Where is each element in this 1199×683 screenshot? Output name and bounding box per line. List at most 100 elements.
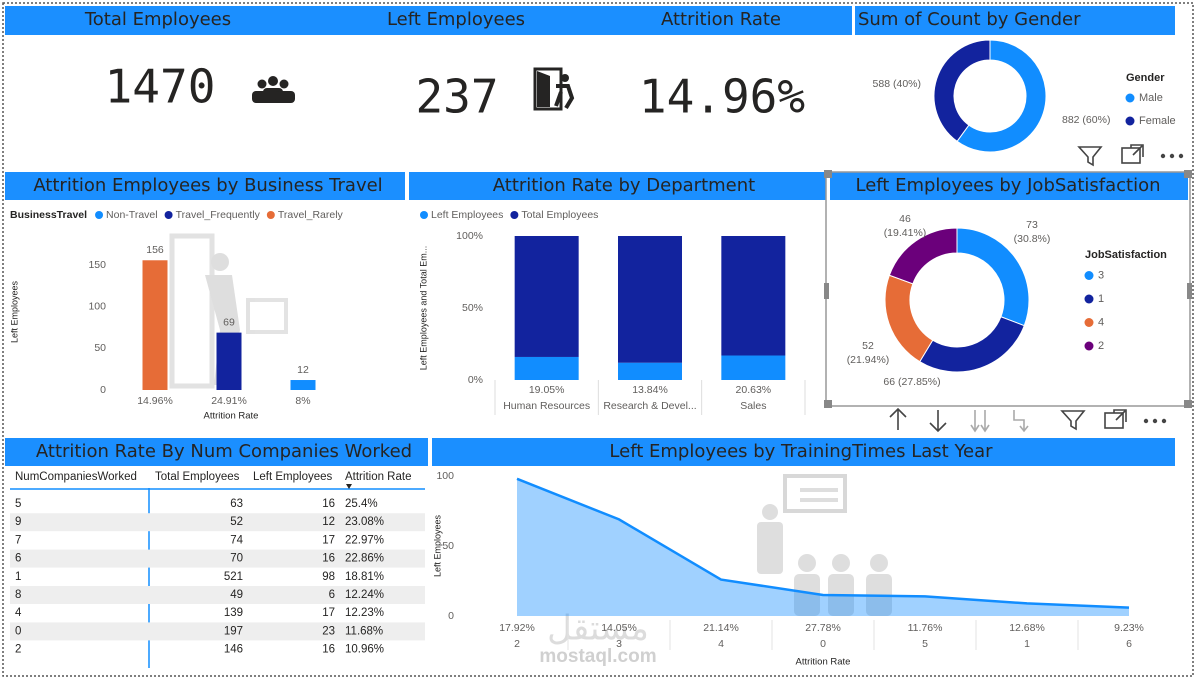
donut-slice — [933, 39, 991, 143]
legend-label: Travel_Frequently — [176, 209, 261, 221]
bar-segment — [618, 236, 682, 363]
x-tick-label: 5 — [922, 638, 928, 650]
chart-title: Left Employees by TrainingTimes Last Yea… — [609, 441, 993, 462]
table-cell: 197 — [224, 625, 243, 637]
table-header: Left Employees — [253, 471, 333, 483]
table-cell: 18.81% — [345, 571, 384, 583]
title-bar — [5, 172, 405, 200]
table-header: Attrition Rate — [345, 471, 411, 483]
legend-label: 4 — [1098, 316, 1104, 328]
data-label: 156 — [146, 244, 164, 256]
legend-marker — [1084, 318, 1094, 327]
bar-segment — [514, 356, 579, 380]
chart-title: Left Employees by JobSatisfaction — [855, 175, 1160, 196]
title-bar — [5, 6, 852, 35]
table-header: Total Employees — [155, 471, 240, 483]
legend-marker — [1084, 341, 1094, 351]
bar-segment — [618, 362, 682, 380]
x-axis-label: Attrition Rate — [796, 657, 851, 668]
legend-marker — [266, 211, 275, 219]
table-cell: 8 — [15, 589, 21, 601]
table-title: Attrition Rate By Num Companies Worked — [36, 441, 412, 462]
x-tick-label: 11.76% — [908, 622, 943, 634]
y-tick-label: 150 — [88, 259, 106, 271]
table-cell: 5 — [15, 498, 21, 510]
x-tick-label: Human Resources — [503, 400, 590, 412]
legend-title: BusinessTravel — [10, 209, 87, 221]
x-tick-label: 13.84% — [632, 384, 668, 396]
table-row-band — [10, 549, 425, 568]
data-label: 12 — [297, 364, 309, 376]
table-cell: 12.23% — [345, 607, 384, 619]
table-cell: 12.24% — [345, 589, 384, 601]
y-tick-label: 100 — [436, 470, 454, 482]
exit-icon — [533, 67, 575, 111]
chart-title: Attrition Employees by Business Travel — [33, 175, 382, 196]
data-label: 588 (40%) — [873, 78, 921, 90]
table-cell: 6 — [329, 589, 335, 601]
bar-segment — [514, 236, 579, 357]
x-tick-label: 3 — [616, 638, 622, 650]
legend-label: Non-Travel — [106, 209, 158, 221]
people-icon — [252, 76, 295, 103]
legend-label: Total Employees — [521, 209, 598, 221]
legend-title: JobSatisfaction — [1085, 249, 1167, 261]
y-tick-label: 50 — [94, 342, 106, 354]
table-cell: 25.4% — [345, 498, 378, 510]
visual-header-icons[interactable] — [889, 144, 1184, 433]
table-cell: 0 — [15, 625, 21, 637]
x-tick-label: 6 — [1126, 638, 1132, 650]
legend-marker — [164, 211, 173, 219]
table-cell: 1 — [15, 571, 21, 583]
x-tick-label: 17.92% — [499, 622, 535, 634]
kpi-value: 14.96% — [639, 70, 805, 124]
y-axis-label: Left Employees and Total Em... — [418, 246, 428, 370]
table-cell: 22.97% — [345, 534, 384, 546]
table-cell: 12 — [322, 516, 335, 528]
x-tick-label: 9.23% — [1114, 622, 1144, 634]
donut-slice — [956, 39, 1047, 153]
x-tick-label: 4 — [718, 638, 724, 650]
table-cell: 23 — [322, 625, 335, 637]
chart-title: Attrition Rate by Department — [493, 175, 755, 196]
x-tick-label: 21.14% — [703, 622, 739, 634]
y-tick-label: 100 — [88, 301, 106, 313]
card-title: Attrition Rate — [661, 9, 781, 30]
table-cell: 6 — [15, 553, 21, 565]
table-header: NumCompaniesWorked — [15, 471, 137, 483]
table-cell: 23.08% — [345, 516, 384, 528]
table-cell: 139 — [224, 607, 243, 619]
x-tick-label: 1 — [1024, 638, 1030, 650]
legend-marker — [420, 211, 428, 219]
table-cell: 16 — [322, 498, 335, 510]
donut-slice — [919, 316, 1025, 373]
donut-slice — [888, 227, 958, 285]
sort-indicator[interactable] — [346, 484, 352, 489]
legend-label: 1 — [1098, 293, 1104, 305]
resize-handles — [824, 170, 1192, 408]
watermark: mostaql.com — [539, 646, 656, 667]
card-title: Left Employees — [387, 9, 525, 30]
x-tick-label: 27.78% — [805, 622, 841, 634]
x-tick-label: 24.91% — [211, 395, 247, 407]
table-cell: 49 — [230, 589, 243, 601]
bar-segment — [721, 236, 786, 356]
legend-label: 3 — [1098, 269, 1104, 281]
legend-marker — [1084, 294, 1094, 304]
bar — [216, 332, 242, 390]
x-tick-label: 8% — [295, 395, 310, 407]
kpi-value: 1470 — [105, 60, 216, 114]
table-cell: 17 — [322, 534, 335, 546]
title-bar — [5, 438, 428, 466]
card-title: Total Employees — [84, 9, 231, 30]
legend-label: Left Employees — [431, 209, 503, 221]
title-bar — [432, 438, 1175, 466]
donut-slice — [884, 274, 934, 363]
x-tick-label: Sales — [740, 400, 766, 412]
x-tick-label: 14.05% — [601, 622, 637, 634]
legend-title: Gender — [1126, 72, 1165, 84]
y-axis-label: Left Employees — [432, 514, 442, 577]
bar — [142, 260, 168, 390]
table-cell: 521 — [224, 571, 243, 583]
